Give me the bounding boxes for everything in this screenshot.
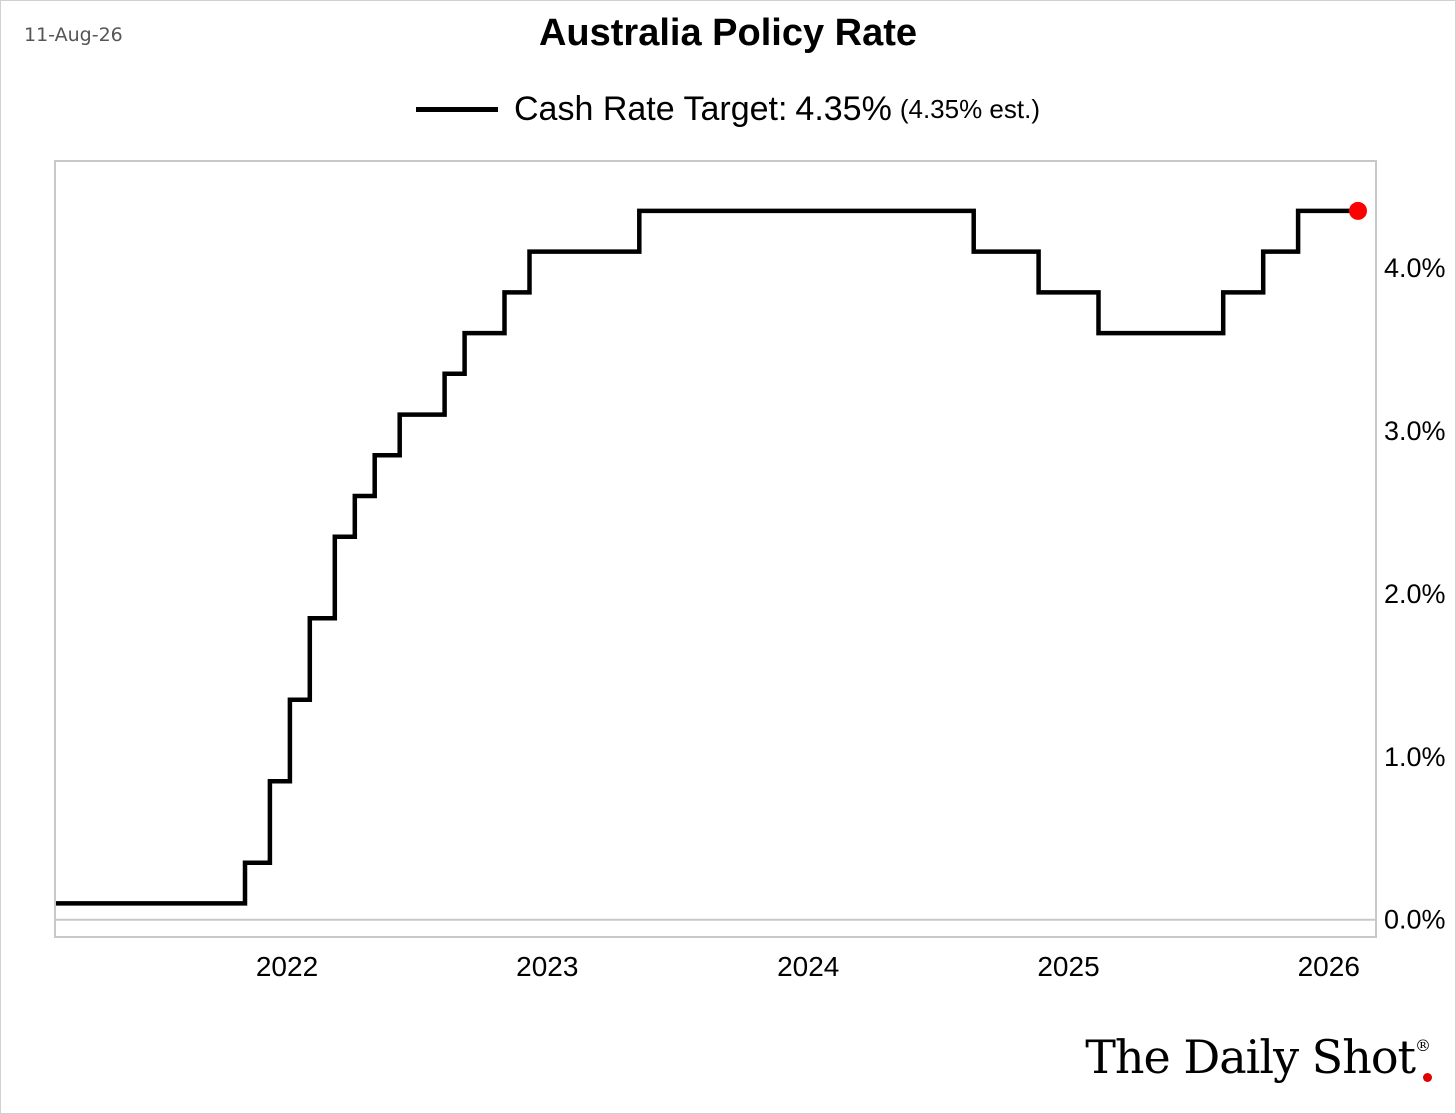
y-tick-label: 1.0% — [1384, 742, 1446, 772]
legend-label: Cash Rate Target: — [514, 90, 788, 128]
registered-mark: ® — [1415, 1036, 1431, 1055]
legend-value: 4.35% — [795, 90, 892, 128]
legend-swatch — [416, 107, 498, 112]
y-tick-label: 4.0% — [1384, 253, 1446, 283]
x-tick-label: 2022 — [256, 951, 318, 982]
y-tick-label: 3.0% — [1384, 416, 1446, 446]
x-tick-label: 2026 — [1298, 951, 1360, 982]
x-tick-label: 2024 — [777, 951, 839, 982]
x-tick-label: 2025 — [1037, 951, 1099, 982]
series-line-cash-rate-target — [56, 208, 1358, 906]
chart-title: Australia Policy Rate — [538, 12, 918, 54]
date-stamp: 11-Aug-26 — [24, 24, 123, 46]
plot-area — [54, 160, 1377, 938]
y-tick-label: 2.0% — [1384, 579, 1446, 609]
last-value-marker — [1349, 201, 1367, 220]
the-daily-shot-logo: The Daily Shot® — [1085, 1030, 1432, 1084]
x-tick-label: 2023 — [516, 951, 578, 982]
legend-estimate: (4.35% est.) — [899, 94, 1040, 124]
legend: Cash Rate Target: 4.35% (4.35% est.) — [0, 90, 1456, 129]
y-tick-label: 0.0% — [1384, 905, 1446, 935]
logo-text: The Daily Shot — [1085, 1030, 1416, 1084]
logo-red-dot — [1423, 1073, 1432, 1082]
